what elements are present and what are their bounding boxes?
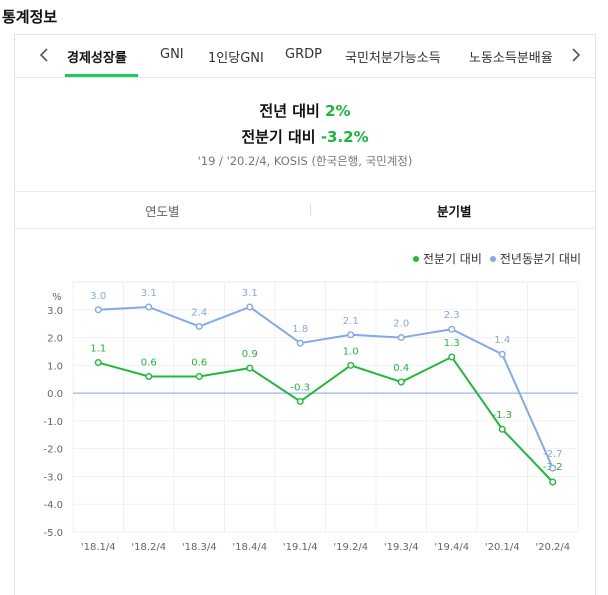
data-point <box>498 350 506 358</box>
y-tick-label: -2.0 <box>43 445 63 456</box>
tab-economic-growth[interactable]: 경제성장률 <box>67 51 127 66</box>
chart-legend: 전분기 대비 전년동분기 대비 <box>412 250 581 267</box>
data-point <box>397 334 405 342</box>
x-tick-label: '20.2/4 <box>535 542 570 553</box>
y-tick-label: 2.0 <box>47 334 63 345</box>
chevron-right-icon[interactable] <box>565 44 587 66</box>
data-label: 2.1 <box>343 316 359 327</box>
data-label: 3.1 <box>141 288 157 299</box>
series-line-yoy <box>98 305 554 469</box>
data-label: -1.3 <box>492 410 512 421</box>
yoy-label: 전년 대비 <box>259 102 320 120</box>
data-label: 0.6 <box>191 357 207 368</box>
x-tick-label: '18.2/4 <box>131 542 166 553</box>
legend-label-qoq: 전분기 대비 <box>422 252 482 266</box>
y-tick-label: -3.0 <box>43 472 63 483</box>
period-tab-bar: 연도별 분기별 <box>15 191 595 229</box>
legend-item-yoy: 전년동분기 대비 <box>489 250 581 267</box>
data-point <box>94 359 102 367</box>
tab-labor-income-share[interactable]: 노동소득분배율 <box>469 51 553 66</box>
legend-label-yoy: 전년동분기 대비 <box>499 252 581 266</box>
data-point <box>448 325 456 333</box>
qoq-label: 전분기 대비 <box>241 128 316 146</box>
data-label: 3.1 <box>242 288 258 299</box>
legend-item-qoq: 전분기 대비 <box>412 250 482 267</box>
tab-national-disposable-income[interactable]: 국민처분가능소득 <box>345 51 441 66</box>
data-point <box>397 378 405 386</box>
summary: 전년 대비 2% 전분기 대비 -3.2% <box>15 78 595 188</box>
y-axis-label: % <box>52 292 62 303</box>
data-point <box>549 464 557 472</box>
tab-grdp[interactable]: GRDP <box>285 47 322 62</box>
series-line-qoq <box>97 355 554 483</box>
data-label: -0.3 <box>290 382 310 393</box>
y-tick-label: -1.0 <box>43 417 63 428</box>
data-point <box>145 372 153 380</box>
data-label: 1.8 <box>292 324 308 335</box>
data-point <box>347 331 355 339</box>
period-divider <box>310 204 311 216</box>
y-tick-label: 1.0 <box>47 361 63 372</box>
data-label: 0.4 <box>393 363 409 374</box>
data-point <box>347 361 355 369</box>
data-point <box>145 303 153 311</box>
data-point <box>195 322 203 330</box>
chevron-left-icon[interactable] <box>33 44 55 66</box>
section-title: 통계정보 <box>2 8 58 26</box>
data-point <box>296 397 304 405</box>
y-tick-label: -4.0 <box>43 500 63 511</box>
data-label: -2.7 <box>543 449 563 460</box>
legend-dot-blue <box>489 255 496 262</box>
qoq-summary: 전분기 대비 -3.2% <box>15 126 595 147</box>
x-tick-label: '18.4/4 <box>232 542 267 553</box>
y-tick-label: 0.0 <box>47 389 63 400</box>
data-label: 3.0 <box>90 291 106 302</box>
data-point <box>448 353 456 361</box>
x-tick-label: '19.1/4 <box>283 542 318 553</box>
data-label: 1.3 <box>444 338 460 349</box>
x-tick-label: '19.3/4 <box>384 542 419 553</box>
tab-gni-per-capita[interactable]: 1인당GNI <box>208 51 264 66</box>
yoy-summary: 전년 대비 2% <box>15 100 595 121</box>
statistics-card: 경제성장률 GNI 1인당GNI GRDP 국민처분가능소득 노동소득분배율 전… <box>14 34 596 595</box>
tab-yearly[interactable]: 연도별 <box>145 204 180 219</box>
indicator-tab-bar: 경제성장률 GNI 1인당GNI GRDP 국민처분가능소득 노동소득분배율 <box>15 35 595 78</box>
data-label: 1.0 <box>343 346 359 357</box>
qoq-value: -3.2% <box>320 128 369 146</box>
data-label: 2.3 <box>444 310 460 321</box>
x-tick-label: '18.1/4 <box>81 542 116 553</box>
data-label: 2.4 <box>191 307 207 318</box>
active-tab-indicator <box>65 74 138 77</box>
x-tick-label: '18.3/4 <box>182 542 217 553</box>
data-point <box>94 306 102 314</box>
data-point <box>246 303 254 311</box>
data-label: 1.1 <box>90 344 106 355</box>
tab-gni[interactable]: GNI <box>160 47 184 62</box>
x-tick-label: '19.2/4 <box>333 542 368 553</box>
data-point <box>246 364 254 372</box>
yoy-value: 2% <box>325 102 351 120</box>
data-point <box>549 478 557 486</box>
data-point <box>498 425 506 433</box>
y-tick-label: 3.0 <box>47 306 63 317</box>
data-label: 2.0 <box>393 319 409 330</box>
growth-line-chart: 3.0 2.0 1.0 0.0 -1.0 -2.0 -3.0 -4.0 -5.0% '18.1/4… <box>43 281 579 553</box>
data-label: 0.6 <box>141 357 157 368</box>
tab-quarterly[interactable]: 분기별 <box>437 204 472 219</box>
data-point <box>296 339 304 347</box>
x-tick-label: '19.4/4 <box>434 542 469 553</box>
x-tick-label: '20.1/4 <box>485 542 520 553</box>
data-label: 0.9 <box>242 349 258 360</box>
data-source: '19 / '20.2/4, KOSIS (한국은행, 국민계정) <box>197 154 413 168</box>
data-label: 1.4 <box>494 335 510 346</box>
legend-dot-green <box>412 255 419 262</box>
data-point <box>195 372 203 380</box>
y-tick-label: -5.0 <box>43 528 63 539</box>
